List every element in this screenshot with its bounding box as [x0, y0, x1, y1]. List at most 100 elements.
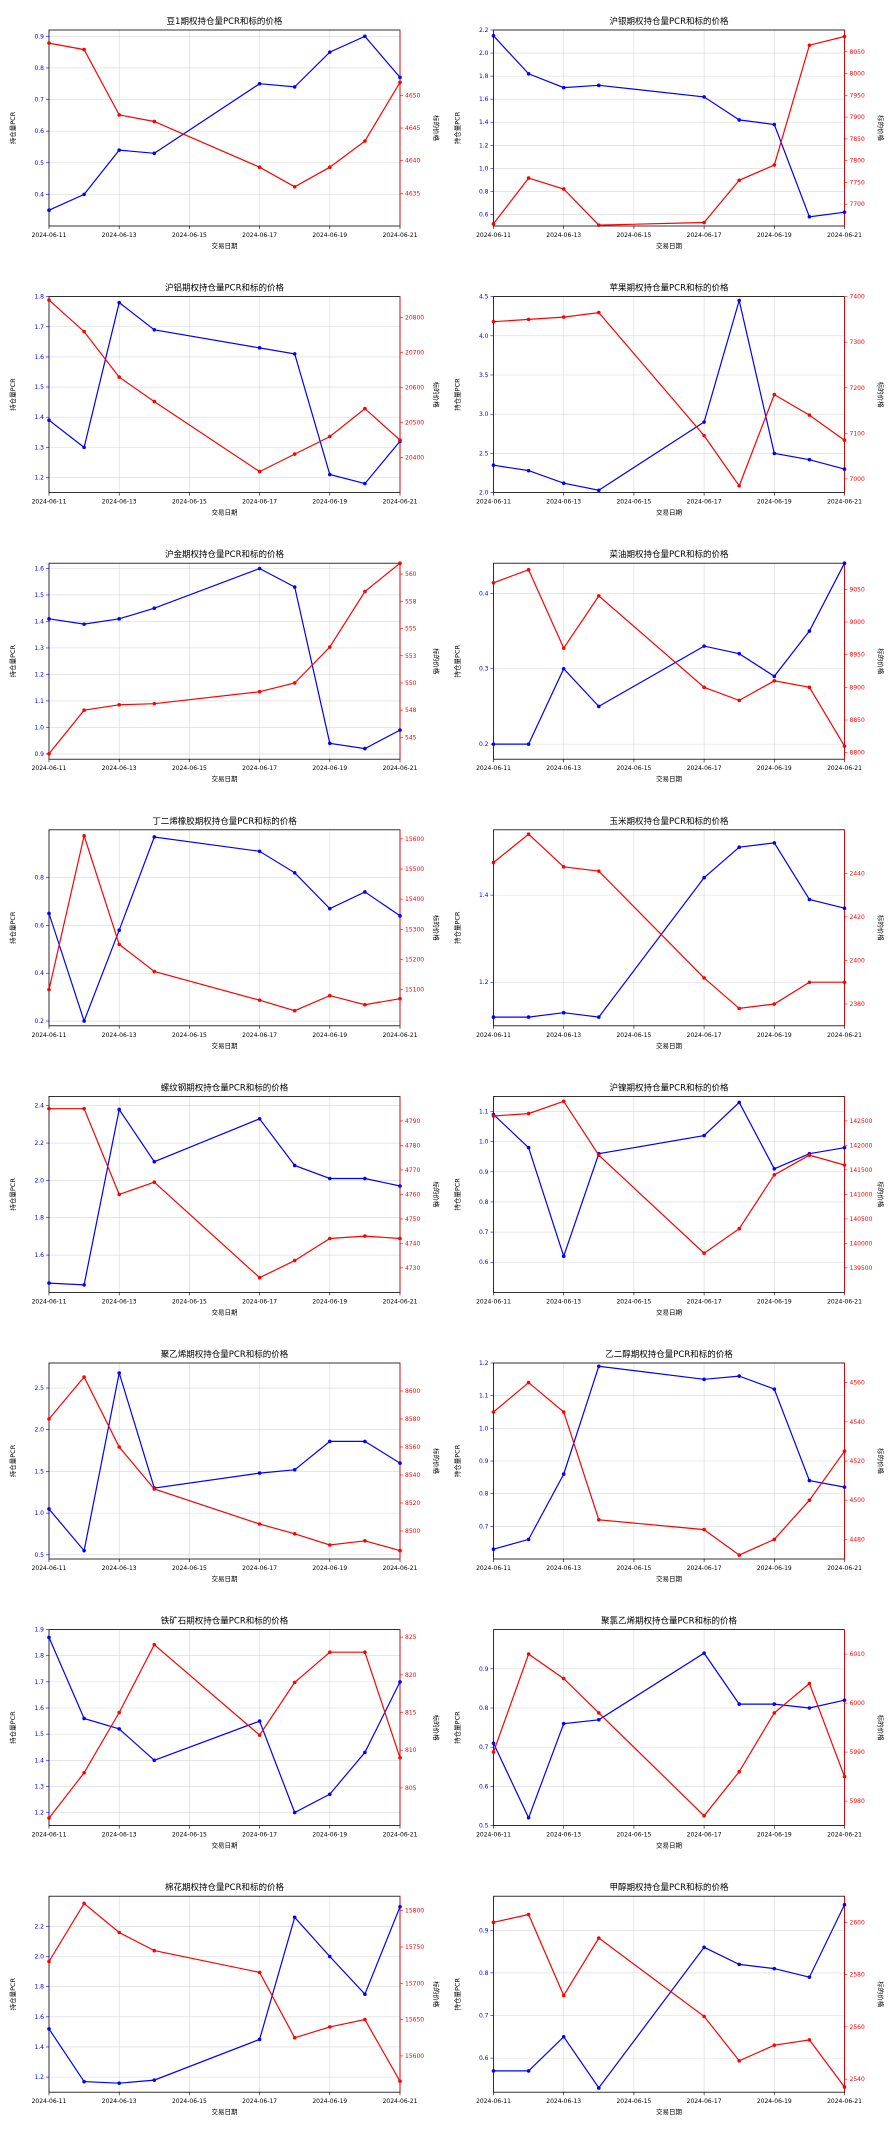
y-tick-label: 0.8	[34, 65, 44, 72]
price-point	[328, 993, 332, 998]
pcr-point	[561, 1721, 566, 1726]
y-tick-label: 2.2	[479, 27, 489, 34]
chart-11: 聚乙烯期权持仓量PCR和标的价格 2024-06-11 2024-06-13 2024…	[8, 1349, 441, 1583]
price-point	[561, 187, 566, 191]
pcr-point	[152, 606, 157, 611]
y-axis-label: 持仓量PCR	[453, 378, 462, 411]
y2-tick-label: 805	[405, 1785, 417, 1792]
x-tick-label: 2024-06-15	[616, 1298, 651, 1305]
y-tick-label: 1.1	[479, 1108, 489, 1115]
y-tick-label: 0.9	[479, 1458, 489, 1465]
y2-tick-label: 8520	[405, 1500, 420, 1507]
price-line	[48, 299, 401, 473]
y-tick-label: 0.2	[479, 741, 489, 748]
y2-axis-label: 标的价格	[877, 1715, 886, 1742]
x-tick-label: 2024-06-19	[757, 765, 792, 772]
price-point	[807, 1153, 812, 1157]
pcr-point	[47, 617, 51, 621]
x-tick-label: 2024-06-13	[546, 1832, 581, 1839]
price-point	[491, 1114, 496, 1118]
pcr-line	[493, 1904, 846, 2089]
price-point	[363, 2017, 367, 2022]
y2-tick-label: 4500	[850, 1497, 865, 1504]
chart-title: 乙二醇期权持仓量PCR和标的价格	[605, 1349, 733, 1360]
plot-frame	[48, 296, 401, 494]
pcr-point	[737, 1962, 741, 1967]
x-tick-label: 2024-06-13	[102, 499, 137, 506]
y-tick-label: 2.2	[34, 1140, 44, 1147]
price-point	[526, 1912, 531, 1917]
y-tick-label: 3.5	[479, 372, 489, 379]
x-tick-label: 2024-06-11	[32, 1832, 67, 1839]
price-point	[772, 1002, 777, 1006]
price-point	[561, 1410, 566, 1414]
y-tick-label: 1.0	[34, 724, 44, 731]
price-point	[772, 163, 777, 167]
price-point	[807, 1681, 812, 1686]
chart-7: 丁二烯橡胶期权持仓量PCR和标的价格 2024-06-11 2024-06-13 20…	[8, 816, 441, 1050]
y2-tick-label: 20800	[405, 315, 424, 322]
y2-axis-label: 标的价格	[432, 648, 441, 675]
y2-tick-label: 5980	[850, 1798, 865, 1805]
pcr-point	[842, 1485, 847, 1489]
x-tick-label: 2024-06-13	[102, 1298, 137, 1305]
y2-tick-label: 8050	[850, 49, 865, 56]
pcr-point	[257, 2037, 262, 2042]
x-tick-label: 2024-06-11	[476, 232, 511, 239]
pcr-point	[363, 1439, 367, 1444]
y2-tick-label: 15300	[405, 926, 424, 933]
y2-tick-label: 9000	[850, 619, 865, 626]
x-axis-label: 交易日期	[656, 1041, 683, 1050]
price-point	[117, 1445, 121, 1449]
pcr-point	[491, 463, 496, 467]
pcr-point	[737, 298, 741, 303]
price-point	[561, 1676, 566, 1681]
price-point	[526, 317, 531, 322]
y2-tick-label: 8580	[405, 1416, 420, 1423]
price-point	[152, 1180, 157, 1184]
plot-frame	[493, 1096, 845, 1293]
pcr-point	[292, 1163, 297, 1168]
pcr-point	[328, 1176, 332, 1181]
price-point	[47, 298, 51, 302]
pcr-point	[807, 1706, 812, 1710]
y-tick-label: 0.8	[479, 188, 489, 195]
y2-tick-label: 8600	[405, 1388, 420, 1395]
x-tick-label: 2024-06-21	[383, 499, 418, 506]
price-point	[363, 1650, 367, 1655]
x-tick-label: 2024-06-15	[172, 765, 207, 772]
x-tick-label: 2024-06-19	[312, 232, 347, 239]
price-point	[772, 2043, 777, 2047]
chart-title: 丁二烯橡胶期权持仓量PCR和标的价格	[152, 816, 297, 827]
y-tick-label: 3.0	[479, 411, 489, 418]
pcr-point	[82, 1019, 86, 1023]
x-tick-label: 2024-06-21	[383, 1298, 418, 1305]
chart-13: 铁矿石期权持仓量PCR和标的价格 2024-06-11 2024-06-13 2024…	[8, 1616, 441, 1850]
x-tick-label: 2024-06-21	[827, 1032, 862, 1039]
y2-axis-label: 标的价格	[432, 1715, 441, 1742]
x-axis-label: 交易日期	[656, 774, 683, 783]
price-point	[702, 1251, 706, 1255]
price-point	[772, 679, 777, 683]
y2-tick-label: 15600	[405, 2053, 424, 2060]
pcr-point	[47, 418, 51, 423]
pcr-point	[117, 928, 121, 932]
pcr-point	[82, 1283, 86, 1287]
x-tick-label: 2024-06-21	[827, 1565, 862, 1572]
y2-tick-label: 555	[405, 626, 417, 633]
y2-tick-label: 20400	[405, 455, 424, 462]
x-tick-label: 2024-06-15	[616, 1032, 651, 1039]
y2-tick-label: 2600	[850, 1919, 865, 1926]
x-axis-label: 交易日期	[656, 1307, 683, 1316]
price-point	[257, 1275, 262, 1280]
pcr-point	[47, 1281, 51, 1285]
pcr-point	[491, 1547, 496, 1551]
pcr-point	[117, 1727, 121, 1731]
y-tick-label: 1.7	[34, 1679, 44, 1686]
price-point	[842, 2085, 847, 2089]
y2-tick-label: 7950	[850, 92, 865, 99]
y-tick-label: 0.5	[34, 160, 44, 167]
pcr-point	[398, 914, 402, 918]
x-axis-label: 交易日期	[212, 241, 239, 250]
price-point	[561, 1993, 566, 1998]
